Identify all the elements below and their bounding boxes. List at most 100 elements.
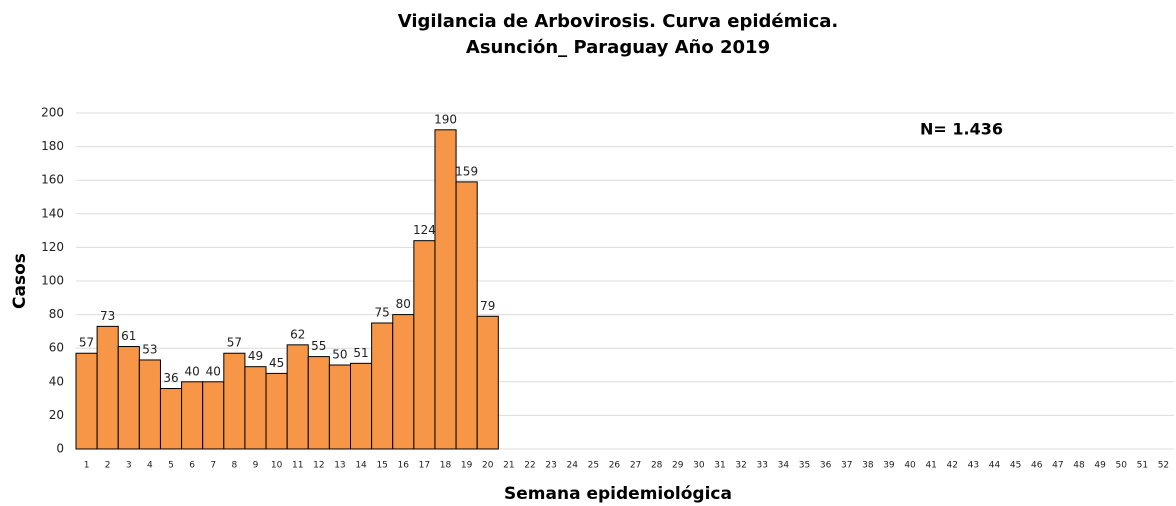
x-tick-label: 12	[313, 461, 324, 471]
x-tick-label: 19	[461, 461, 473, 471]
bar	[159, 388, 183, 450]
data-label: 61	[121, 329, 136, 343]
bar	[202, 381, 225, 450]
y-tick-label: 0	[56, 442, 64, 456]
x-tick-label: 32	[735, 461, 746, 471]
x-tick-label: 10	[271, 461, 283, 471]
bar	[286, 344, 309, 450]
data-label: 80	[396, 297, 411, 311]
x-tick-label: 37	[841, 461, 852, 471]
x-tick-label: 7	[210, 461, 216, 471]
data-label: 190	[434, 112, 457, 126]
x-tick-label: 46	[1031, 461, 1043, 471]
x-tick-label: 23	[545, 461, 556, 471]
data-label: 45	[269, 356, 284, 370]
bar	[75, 352, 98, 450]
data-label: 124	[413, 223, 436, 237]
x-tick-label: 2	[105, 461, 111, 471]
y-tick-label: 140	[41, 206, 64, 220]
bar	[476, 315, 499, 450]
bar	[96, 325, 119, 450]
y-tick-label: 100	[41, 274, 64, 288]
x-tick-label: 8	[231, 461, 237, 471]
bar	[307, 356, 330, 450]
data-label: 50	[332, 348, 347, 362]
x-tick-label: 48	[1073, 461, 1085, 471]
x-tick-label: 33	[757, 461, 768, 471]
x-tick-label: 50	[1115, 461, 1127, 471]
data-label: 51	[353, 346, 368, 360]
bar	[181, 381, 204, 450]
x-tick-label: 5	[168, 461, 174, 471]
data-label: 73	[100, 309, 115, 323]
x-tick-label: 39	[883, 461, 895, 471]
data-label: 49	[248, 349, 263, 363]
data-label: 40	[206, 364, 221, 378]
bar	[434, 129, 457, 450]
bar	[138, 359, 161, 450]
bar	[265, 372, 288, 450]
x-tick-label: 47	[1052, 461, 1063, 471]
data-label: 62	[290, 327, 305, 341]
data-label: 55	[311, 339, 326, 353]
x-tick-label: 31	[714, 461, 725, 471]
bar	[328, 364, 351, 450]
x-tick-label: 4	[147, 461, 153, 471]
x-tick-label: 35	[799, 461, 810, 471]
x-tick-label: 34	[778, 461, 790, 471]
x-tick-label: 30	[693, 461, 705, 471]
x-tick-label: 21	[503, 461, 514, 471]
x-tick-label: 41	[925, 461, 936, 471]
chart-title: Vigilancia de Arbovirosis. Curva epidémi…	[398, 11, 838, 32]
bar	[371, 322, 394, 450]
x-tick-label: 25	[588, 461, 599, 471]
x-tick-label: 15	[376, 461, 387, 471]
data-label: 159	[455, 164, 478, 178]
x-tick-label: 17	[419, 461, 430, 471]
data-label: 57	[227, 336, 242, 350]
x-tick-label: 52	[1158, 461, 1169, 471]
y-tick-label: 20	[49, 408, 64, 422]
x-tick-label: 40	[904, 461, 916, 471]
x-tick-label: 51	[1137, 461, 1148, 471]
y-tick-label: 180	[41, 139, 64, 153]
bar	[350, 362, 373, 450]
data-label: 36	[163, 371, 178, 385]
bar	[223, 352, 246, 450]
x-tick-label: 38	[862, 461, 874, 471]
y-tick-label: 60	[49, 341, 64, 355]
data-label: 79	[480, 299, 495, 313]
x-tick-label: 43	[968, 461, 979, 471]
x-tick-label: 13	[334, 461, 345, 471]
annotation: N= 1.436	[920, 120, 1003, 139]
bar	[117, 346, 140, 450]
bar	[244, 366, 267, 450]
x-tick-label: 1	[84, 461, 90, 471]
x-tick-label: 26	[609, 461, 621, 471]
bar	[413, 240, 436, 450]
x-tick-label: 27	[630, 461, 641, 471]
x-tick-label: 45	[1010, 461, 1021, 471]
chart-title: Asunción_ Paraguay Año 2019	[466, 37, 770, 58]
x-tick-label: 6	[189, 461, 195, 471]
y-tick-label: 120	[41, 240, 64, 254]
x-axis-title: Semana epidemiológica	[504, 484, 732, 504]
x-tick-label: 11	[292, 461, 303, 471]
data-label: 40	[184, 364, 199, 378]
y-tick-label: 160	[41, 173, 64, 187]
data-label: 57	[79, 336, 94, 350]
x-tick-label: 24	[566, 461, 578, 471]
x-tick-label: 36	[820, 461, 832, 471]
x-tick-label: 18	[440, 461, 452, 471]
x-tick-label: 16	[398, 461, 410, 471]
x-tick-label: 9	[253, 461, 259, 471]
x-tick-label: 42	[947, 461, 958, 471]
x-tick-label: 20	[482, 461, 494, 471]
bar	[392, 314, 415, 450]
x-tick-label: 49	[1094, 461, 1106, 471]
y-tick-label: 200	[41, 106, 64, 120]
x-tick-label: 44	[989, 461, 1001, 471]
x-tick-label: 29	[672, 461, 684, 471]
data-label: 75	[375, 306, 390, 320]
